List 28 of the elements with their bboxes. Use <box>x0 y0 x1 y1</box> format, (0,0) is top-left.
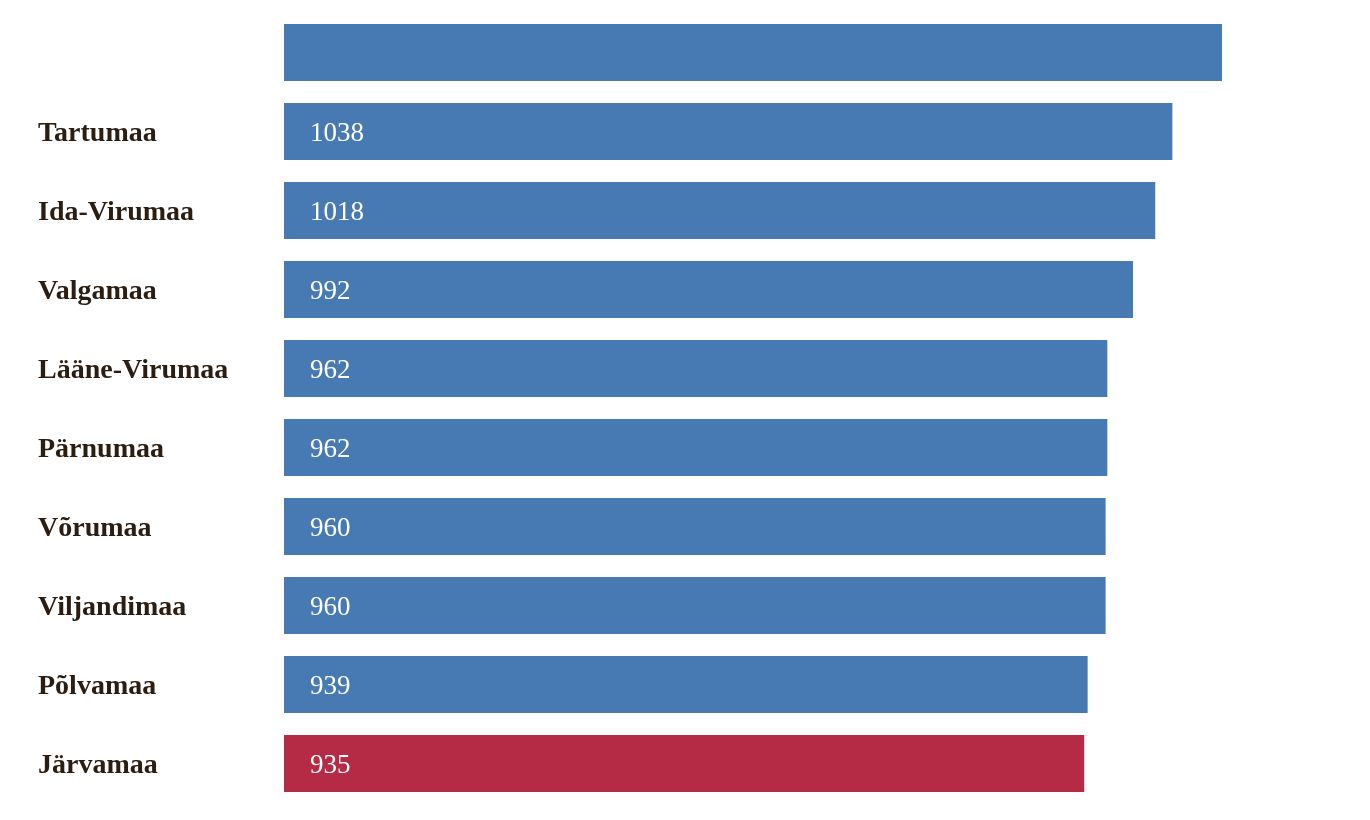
y-tick-label: Pärnumaa <box>38 431 164 463</box>
y-tick-label: Põlvamaa <box>38 668 157 700</box>
bar <box>284 735 1085 793</box>
y-tick-label: Valgamaa <box>38 273 157 305</box>
bar <box>284 103 1173 161</box>
data-label: 935 <box>310 748 351 779</box>
data-label: 1038 <box>310 116 364 147</box>
bar <box>284 656 1088 714</box>
y-tick-label: Lääne-Virumaa <box>38 352 229 384</box>
y-tick-label: Ida-Virumaa <box>38 194 195 226</box>
bar <box>284 577 1106 635</box>
data-label: 962 <box>310 432 351 463</box>
y-tick-label: Viljandimaa <box>38 589 187 621</box>
data-label: 962 <box>310 353 351 384</box>
bar <box>284 261 1133 319</box>
data-label: 992 <box>310 274 351 305</box>
y-tick-label: Võrumaa <box>38 510 152 542</box>
bar <box>284 419 1108 477</box>
bar <box>284 340 1108 398</box>
data-label: 939 <box>310 669 351 700</box>
data-label: 960 <box>310 590 351 621</box>
data-label: 960 <box>310 511 351 542</box>
data-label: 1018 <box>310 195 364 226</box>
y-tick-label: Tartumaa <box>38 115 157 147</box>
bar <box>284 182 1156 240</box>
bar <box>284 24 1222 82</box>
bar <box>284 498 1106 556</box>
y-tick-label: Järvamaa <box>38 747 158 779</box>
